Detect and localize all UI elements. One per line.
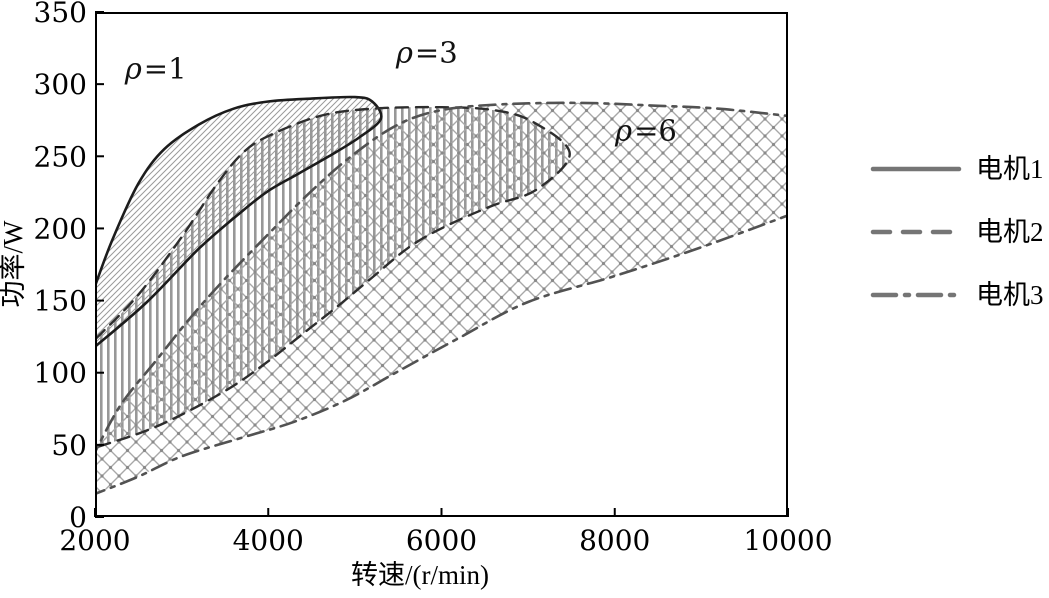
x-tick-label: 10000 — [743, 524, 832, 557]
y-axis: 0 50 100 150 200 250 300 350 — [34, 0, 104, 534]
legend-label: 电机3 — [976, 280, 1044, 310]
region-电机3-fill — [95, 102, 788, 494]
y-tick-label: 350 — [34, 0, 87, 29]
region-fills — [95, 96, 788, 494]
legend-item-1: 电机1 — [870, 152, 1044, 186]
y-tick-label: 200 — [34, 212, 87, 245]
x-axis: 2000 4000 6000 8000 10000 — [59, 508, 833, 557]
region-outlines — [95, 95, 788, 498]
region-电机1-outline — [95, 95, 383, 353]
y-tick-label: 100 — [34, 357, 87, 390]
region-电机3-outline — [95, 101, 788, 498]
legend-dash-dot-line-sample — [870, 292, 962, 298]
legend-label: 电机1 — [976, 154, 1044, 184]
legend-dashed-line-sample — [870, 229, 962, 235]
annotation-3: ρ=6 — [614, 113, 677, 147]
y-tick-label: 150 — [34, 285, 87, 318]
region-电机2-outline — [95, 105, 571, 456]
x-tick-label: 2000 — [59, 524, 130, 557]
legend-label: 电机2 — [976, 217, 1044, 247]
x-axis-title: 转速/(r/min) — [351, 560, 489, 590]
y-tick-label: 0 — [69, 501, 87, 534]
x-tick-label: 8000 — [579, 524, 650, 557]
region-annotations: ρ=1 ρ=3 ρ=6 — [124, 36, 677, 148]
y-tick-label: 250 — [34, 140, 87, 173]
y-tick-label: 300 — [34, 68, 87, 101]
legend-item-3: 电机3 — [870, 278, 1044, 312]
annotation-2: ρ=3 — [395, 36, 458, 70]
legend: 电机1 电机2 电机3 — [870, 152, 1044, 312]
y-tick-label: 50 — [51, 429, 87, 462]
x-tick-label: 6000 — [406, 524, 477, 557]
legend-item-2: 电机2 — [870, 215, 1044, 249]
y-axis-title: 功率/W — [0, 220, 28, 308]
legend-solid-line-sample — [870, 166, 962, 172]
annotation-1: ρ=1 — [124, 51, 187, 85]
x-tick-label: 4000 — [233, 524, 304, 557]
